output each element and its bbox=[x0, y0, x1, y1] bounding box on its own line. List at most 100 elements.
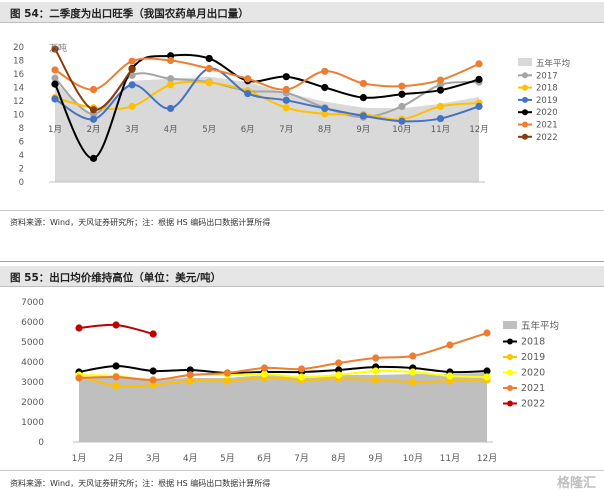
data-point-2019 bbox=[89, 115, 98, 123]
y-tick-label: 0 bbox=[19, 178, 24, 188]
data-point-2020 bbox=[205, 54, 213, 63]
x-tick-label: 1月 bbox=[48, 125, 62, 135]
data-point-2019 bbox=[436, 114, 445, 123]
legend-marker-2019 bbox=[507, 354, 513, 360]
x-tick-label: 7月 bbox=[294, 453, 309, 464]
data-point-2021 bbox=[128, 57, 136, 65]
data-point-2018 bbox=[335, 366, 343, 374]
data-point-2021 bbox=[205, 65, 213, 73]
y-tick-label: 2 bbox=[19, 165, 24, 175]
export-price-chart: 0 1000 2000 3000 4000 5000 6000 7000 1月 2月 3月 4月 5月 6… bbox=[21, 298, 559, 464]
y-tick-label: 0 bbox=[38, 438, 44, 448]
data-point-2021 bbox=[282, 85, 290, 94]
divider bbox=[0, 261, 604, 262]
data-point-2021 bbox=[446, 341, 454, 349]
x-tick-label: 7月 bbox=[279, 125, 293, 135]
x-tick-label: 5月 bbox=[220, 453, 235, 464]
data-point-2019 bbox=[51, 95, 59, 103]
y-tick-label: 5000 bbox=[21, 338, 44, 348]
chart-title-bar: 图 54：二季度为出口旺季（我国农药单月出口量） bbox=[0, 2, 604, 23]
legend-marker-2021 bbox=[507, 385, 513, 391]
data-point-2019 bbox=[359, 112, 367, 120]
legend-marker-2018 bbox=[507, 338, 513, 345]
data-point-2017 bbox=[51, 74, 59, 82]
data-point-2020 bbox=[398, 90, 406, 98]
y-tick-label: 14 bbox=[13, 84, 24, 94]
y-tick-label: 1000 bbox=[21, 418, 44, 428]
data-point-2022 bbox=[112, 321, 120, 329]
legend-marker-2022 bbox=[507, 400, 513, 407]
data-point-2019 bbox=[409, 378, 417, 386]
legend-marker-2021 bbox=[522, 121, 528, 128]
data-point-2019 bbox=[244, 89, 252, 98]
data-point-2021 bbox=[359, 79, 367, 88]
legend-label: 2020 bbox=[521, 368, 545, 379]
y-tick-label: 12 bbox=[13, 97, 24, 107]
legend-label: 2019 bbox=[521, 352, 545, 363]
data-point-2019 bbox=[398, 117, 406, 125]
data-point-2020 bbox=[282, 73, 290, 81]
export-volume-chart: 0 2 4 6 8 10 12 14 16 18 20 1月 2月 3月 4月 5月 6月 7月 8月 9月 10月 11… bbox=[13, 42, 570, 188]
x-tick-label: 4月 bbox=[183, 453, 198, 464]
x-tick-label: 11月 bbox=[431, 125, 450, 135]
data-point-2022 bbox=[51, 45, 59, 53]
legend-label: 2021 bbox=[536, 121, 558, 131]
y-tick-label: 16 bbox=[13, 70, 24, 80]
data-point-2020 bbox=[409, 368, 417, 376]
legend-label: 2018 bbox=[536, 84, 558, 94]
x-tick-label: 4月 bbox=[164, 125, 178, 135]
data-point-2019 bbox=[186, 377, 194, 385]
divider bbox=[0, 470, 604, 471]
data-point-2019 bbox=[475, 102, 483, 110]
data-point-2020 bbox=[359, 94, 367, 102]
data-point-2022 bbox=[89, 106, 98, 114]
data-point-2020 bbox=[89, 154, 98, 162]
y-tick-label: 6000 bbox=[21, 318, 44, 328]
data-point-2021 bbox=[475, 60, 483, 68]
y-tick-label: 4 bbox=[19, 151, 24, 161]
legend-label: 2017 bbox=[536, 71, 558, 81]
legend-label: 2020 bbox=[536, 108, 558, 118]
data-point-2020 bbox=[51, 80, 59, 88]
data-point-2019 bbox=[112, 382, 120, 390]
data-point-2018 bbox=[436, 102, 445, 110]
data-point-2020 bbox=[260, 370, 269, 378]
data-point-2021 bbox=[260, 364, 269, 372]
data-point-2020 bbox=[475, 75, 483, 83]
export-price-panel: 图 55：出口均价维持高位（单位：美元/吨） 0 1000 2000 3000 4000… bbox=[0, 262, 604, 497]
legend-label: 2019 bbox=[536, 96, 558, 106]
data-point-2020 bbox=[321, 83, 329, 92]
x-tick-label: 5月 bbox=[202, 125, 216, 135]
x-tick-label: 11月 bbox=[440, 453, 460, 464]
divider bbox=[0, 210, 604, 211]
data-point-2019 bbox=[446, 377, 454, 385]
data-point-2018 bbox=[186, 366, 194, 374]
data-point-2018 bbox=[483, 367, 491, 375]
x-tick-label: 9月 bbox=[356, 125, 370, 135]
average-area bbox=[55, 76, 479, 182]
legend-marker-2020 bbox=[507, 369, 513, 376]
legend-marker-2017 bbox=[522, 72, 528, 79]
data-point-2019 bbox=[149, 381, 157, 389]
data-point-2021 bbox=[167, 56, 175, 65]
source-note: 资料来源：Wind，天风证券研究所；注：根据 HS 编码出口数据计算所得 bbox=[10, 479, 271, 488]
y-tick-label: 3000 bbox=[21, 378, 44, 388]
legend-label: 2022 bbox=[536, 133, 558, 143]
legend-label: 五年平均 bbox=[536, 58, 570, 69]
x-tick-label: 8月 bbox=[331, 453, 346, 464]
data-point-2021 bbox=[75, 374, 83, 382]
series-line-2021 bbox=[54, 57, 480, 91]
data-point-2019 bbox=[372, 376, 380, 384]
data-point-2017 bbox=[398, 102, 406, 110]
data-point-2021 bbox=[223, 369, 231, 377]
y-tick-label: 8 bbox=[19, 124, 24, 134]
y-tick-label: 2000 bbox=[21, 398, 44, 408]
data-point-2022 bbox=[75, 324, 83, 332]
data-point-2018 bbox=[205, 79, 213, 87]
y-tick-label: 4000 bbox=[21, 358, 44, 368]
x-tick-label: 3月 bbox=[146, 453, 161, 464]
data-point-2022 bbox=[149, 330, 157, 338]
legend-label: 五年平均 bbox=[521, 320, 559, 332]
data-point-2018 bbox=[149, 367, 157, 375]
unit-label: 万吨 bbox=[49, 42, 67, 54]
